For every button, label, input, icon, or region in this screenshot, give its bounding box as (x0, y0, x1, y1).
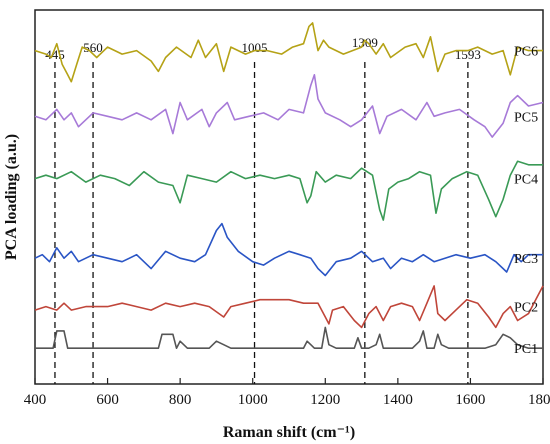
x-tick-label: 1000 (238, 392, 268, 408)
x-tick-label: 1400 (383, 392, 413, 408)
peak-label: 1309 (352, 35, 378, 50)
series-label-pc5: PC5 (514, 110, 538, 125)
peak-label: 1593 (455, 47, 481, 62)
series-label-pc3: PC3 (514, 252, 538, 267)
x-tick-label: 600 (96, 392, 119, 408)
x-axis-title: Raman shift (cm⁻¹) (223, 424, 355, 441)
y-axis-title: PCA loading (a.u.) (3, 134, 20, 260)
x-tick-label: 1600 (455, 392, 485, 408)
x-tick-label: 1200 (310, 392, 340, 408)
series-label-pc6: PC6 (514, 45, 538, 60)
series-line-pc4 (34, 160, 543, 221)
plot-frame (34, 9, 544, 385)
series-line-pc6 (34, 22, 543, 83)
x-axis-ticks: 400 600 800 1000 1200 1400 1600 1800 (24, 378, 550, 408)
series-line-pc3 (34, 222, 543, 277)
series-lines (34, 22, 544, 349)
series-line-pc2 (34, 285, 544, 329)
series-label-pc4: PC4 (514, 173, 538, 188)
x-tick-label: 1800 (528, 392, 550, 408)
series-label-pc1: PC1 (514, 342, 538, 357)
peak-label: 560 (83, 40, 103, 55)
series-labels: PC6 PC5 PC4 PC3 PC2 PC1 (514, 45, 538, 358)
peak-label: 1005 (242, 40, 268, 55)
series-line-pc1 (35, 326, 543, 349)
x-tick-label: 800 (169, 392, 192, 408)
series-label-pc2: PC2 (514, 301, 538, 316)
x-tick-label: 400 (24, 392, 47, 408)
series-line-pc5 (34, 74, 544, 138)
